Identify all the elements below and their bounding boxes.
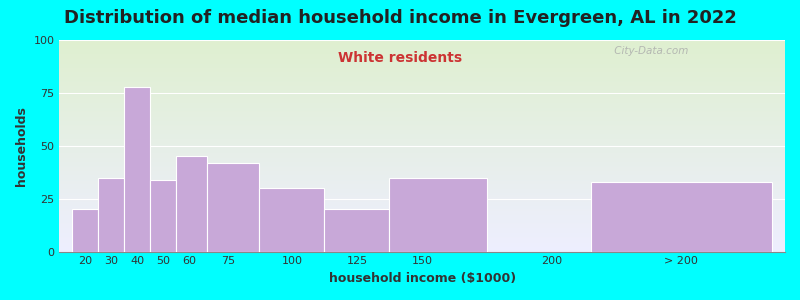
Bar xyxy=(324,209,389,252)
Bar xyxy=(590,182,772,252)
Bar xyxy=(72,209,98,252)
Text: Distribution of median household income in Evergreen, AL in 2022: Distribution of median household income … xyxy=(63,9,737,27)
Bar xyxy=(98,178,124,252)
Y-axis label: households: households xyxy=(15,106,28,186)
Text: White residents: White residents xyxy=(338,51,462,65)
Bar xyxy=(259,188,324,252)
Text: City-Data.com: City-Data.com xyxy=(611,46,688,56)
Bar xyxy=(150,180,176,252)
X-axis label: household income ($1000): household income ($1000) xyxy=(329,272,516,285)
Bar xyxy=(207,163,259,252)
Bar xyxy=(124,86,150,252)
Bar xyxy=(389,178,487,252)
Bar xyxy=(176,156,207,252)
